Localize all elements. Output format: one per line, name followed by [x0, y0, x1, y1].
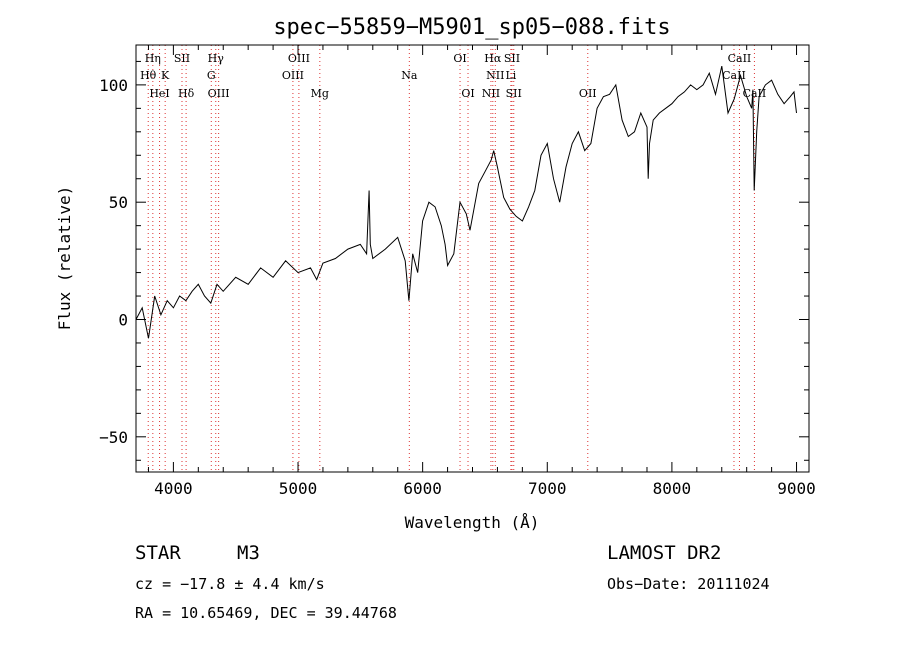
line-label: CaII: [743, 87, 767, 100]
line-label: K: [161, 69, 170, 82]
y-tick-label: −50: [99, 428, 128, 447]
line-label: Hθ: [140, 69, 157, 82]
x-axis-label: Wavelength (Å): [405, 513, 540, 532]
line-label: Mg: [311, 87, 329, 100]
line-label: SII: [506, 87, 522, 100]
y-axis: −50 0 50 100: [99, 60, 809, 461]
object-class: STAR: [135, 542, 181, 564]
chart-title: spec−55859−M5901_sp05−088.fits: [273, 15, 670, 40]
line-label: OIII: [208, 87, 230, 100]
y-tick-label: 0: [118, 311, 128, 330]
line-label: HeI: [149, 87, 169, 100]
redshift-cz: cz = −17.8 ± 4.4 km/s: [135, 575, 325, 593]
x-axis: 4000 5000 6000 7000 8000 9000: [147, 45, 816, 498]
line-label: Hη: [145, 52, 161, 65]
x-tick-label: 5000: [279, 479, 318, 498]
line-label: Hδ: [178, 87, 195, 100]
line-label: SII: [504, 52, 520, 65]
x-tick-label: 6000: [403, 479, 442, 498]
line-label: Hγ: [208, 52, 225, 65]
line-label: Hα: [484, 52, 502, 65]
plot-frame: [135, 44, 810, 473]
line-label: OIII: [282, 69, 304, 82]
line-label: G: [207, 69, 216, 82]
line-label: OIII: [288, 52, 310, 65]
line-label: OI: [461, 87, 474, 100]
line-label: OI: [453, 52, 466, 65]
object-subclass: M3: [237, 542, 260, 564]
line-label: Na: [401, 69, 418, 82]
x-tick-label: 8000: [653, 479, 692, 498]
x-tick-label: 7000: [528, 479, 567, 498]
y-tick-label: 100: [99, 76, 128, 95]
line-label: OII: [579, 87, 597, 100]
x-tick-label: 9000: [777, 479, 816, 498]
spectrum-series-line: [135, 65, 797, 339]
line-label: Li: [505, 69, 516, 82]
line-label: SII: [174, 52, 190, 65]
survey-name: LAMOST DR2: [607, 542, 722, 564]
observation-date: Obs−Date: 20111024: [607, 575, 770, 593]
y-axis-label: Flux (relative): [55, 186, 74, 331]
y-tick-label: 50: [109, 193, 128, 212]
line-label: NII: [482, 87, 500, 100]
line-label: NII: [486, 69, 504, 82]
line-label: CaII: [728, 52, 752, 65]
sky-coordinates: RA = 10.65469, DEC = 39.44768: [135, 604, 397, 622]
x-tick-label: 4000: [154, 479, 193, 498]
